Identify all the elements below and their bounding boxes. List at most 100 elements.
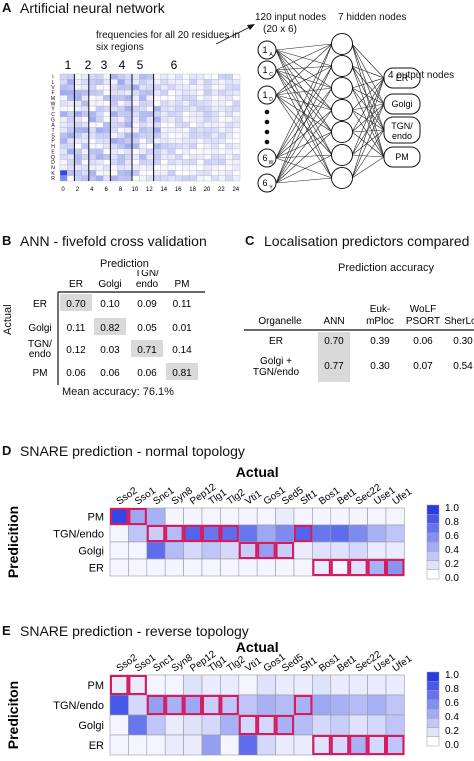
heatmap-cell	[164, 507, 184, 526]
frequency-cell	[74, 95, 82, 101]
actual-location-box	[349, 559, 368, 576]
frequency-cell	[95, 100, 104, 107]
frequency-cell	[131, 79, 140, 85]
heatmap-cell	[330, 674, 350, 696]
residue-label: N	[51, 165, 55, 171]
cell-value: 0.30	[370, 361, 390, 372]
frequency-cell	[138, 95, 147, 101]
heatmap-cell	[256, 541, 276, 560]
frequency-cell	[167, 121, 176, 128]
heatmap-cell	[128, 541, 148, 560]
frequency-cell	[174, 170, 183, 176]
heatmap-cell	[220, 507, 240, 526]
frequency-cell	[110, 121, 118, 128]
connection	[275, 94, 333, 111]
connection	[275, 43, 333, 159]
colorbar-segment	[426, 718, 440, 728]
heatmap-cell	[256, 674, 276, 696]
cell-value: 0.01	[172, 323, 192, 334]
cell-value: 0.09	[137, 299, 157, 310]
frequency-cell	[110, 105, 118, 112]
frequency-cell	[174, 154, 183, 160]
frequency-cell	[110, 170, 118, 176]
frequency-cell	[81, 89, 89, 96]
frequency-cell	[196, 95, 205, 101]
heatmap-cell	[128, 714, 148, 736]
frequency-cell	[131, 89, 140, 96]
row-label: TGN/endo	[53, 700, 104, 712]
frequency-cell	[81, 95, 89, 101]
frequency-cell	[81, 84, 89, 91]
frequency-cell	[203, 89, 212, 96]
heatmap-cell	[128, 524, 148, 543]
heatmap-cell	[238, 558, 258, 577]
frequency-cell	[189, 73, 198, 80]
frequency-cell	[189, 143, 198, 150]
frequency-cell	[218, 143, 226, 150]
frequency-cell	[102, 89, 111, 96]
cell-value: 0.54	[453, 361, 473, 372]
heatmap-cell	[183, 694, 203, 716]
frequency-cell	[117, 164, 125, 171]
frequency-cell	[196, 137, 205, 144]
cell-value: 0.10	[100, 299, 120, 310]
frequency-cell	[138, 100, 147, 107]
frequency-cell	[189, 154, 198, 160]
output-node-label: TGN/	[391, 121, 413, 131]
output-node	[383, 93, 421, 115]
frequency-cell	[95, 105, 104, 112]
frequency-cell	[138, 137, 147, 144]
frequency-cell	[232, 105, 241, 112]
frequency-cell	[124, 100, 133, 107]
connection	[351, 87, 385, 158]
frequency-cell	[88, 159, 97, 166]
frequency-cell	[203, 132, 212, 139]
heatmap-cell	[109, 558, 129, 577]
frequency-cell	[210, 170, 219, 176]
actual-location-box	[110, 675, 129, 695]
frequency-cell	[66, 175, 75, 182]
residue-label: T	[51, 128, 54, 134]
frequency-cell	[146, 73, 154, 80]
input-node	[257, 60, 277, 80]
x-tick-label: 6	[105, 187, 109, 193]
colorbar-segment	[426, 532, 440, 543]
frequency-cell	[117, 143, 125, 150]
frequency-cell	[167, 105, 176, 112]
output-node	[383, 67, 421, 89]
frequency-cell	[59, 111, 68, 117]
frequency-cell	[74, 132, 82, 139]
connection	[351, 65, 385, 158]
frequency-cell	[225, 84, 234, 91]
connection	[275, 131, 333, 159]
frequency-cell	[203, 154, 212, 160]
frequency-cell	[59, 100, 68, 107]
residue-label: R	[51, 176, 55, 182]
row-label: TGN/	[28, 339, 52, 350]
frequency-cell	[117, 100, 125, 107]
frequency-cell	[189, 132, 198, 139]
frequency-cell	[102, 95, 111, 101]
frequency-cell	[95, 154, 104, 160]
frequency-cell	[88, 73, 97, 80]
frequency-cell	[160, 89, 169, 96]
heatmap-cell	[183, 558, 203, 577]
heatmap-cell	[293, 507, 313, 526]
col-label: PM	[175, 279, 190, 290]
frequency-cell	[110, 164, 118, 171]
frequency-cell	[95, 95, 104, 101]
frequency-cell	[174, 121, 183, 128]
frequency-cell	[153, 89, 162, 96]
heatmap-cell	[256, 524, 276, 543]
connection	[351, 156, 385, 179]
frequency-cell	[167, 79, 176, 85]
heatmap-cell	[201, 507, 221, 526]
connection	[351, 43, 385, 105]
region-label: 3	[101, 58, 108, 72]
frequency-cell	[102, 84, 111, 91]
heatmap-cell	[238, 541, 258, 560]
frequency-cell	[110, 132, 118, 139]
frequency-cell	[232, 116, 241, 123]
